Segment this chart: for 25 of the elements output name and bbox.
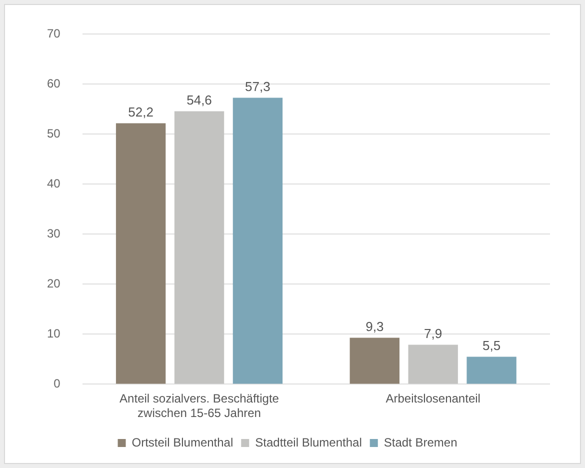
bar: [350, 338, 400, 384]
bar: [116, 123, 166, 384]
x-tick-label: Arbeitslosenanteil: [386, 392, 480, 406]
legend-label: Stadtteil Blumenthal: [255, 435, 362, 450]
data-label: 9,3: [366, 318, 384, 334]
y-tick-label: 60: [46, 76, 61, 91]
bar: [466, 356, 516, 384]
data-label: 52,2: [128, 104, 154, 120]
y-tick-label: 20: [46, 276, 61, 291]
y-tick-label: 10: [46, 326, 61, 341]
data-label: 54,6: [186, 92, 212, 108]
data-label: 57,3: [245, 78, 270, 94]
data-label: 7,9: [424, 326, 442, 341]
data-label: 5,5: [482, 338, 501, 353]
legend-label: Stadt Bremen: [384, 435, 458, 450]
y-tick-label: 70: [46, 26, 61, 41]
y-tick-label: 50: [46, 126, 61, 141]
bar: [232, 98, 283, 384]
y-tick-label: 0: [54, 376, 61, 391]
y-tick-label: 40: [46, 176, 61, 191]
y-tick-label: 30: [46, 226, 61, 241]
bar: [174, 111, 224, 384]
legend-label: Ortsteil Blumenthal: [132, 435, 234, 450]
bar: [408, 344, 458, 384]
x-tick-label: Anteil sozialvers. Beschäftigte zwischen 15-65 Jahren: [120, 392, 280, 420]
